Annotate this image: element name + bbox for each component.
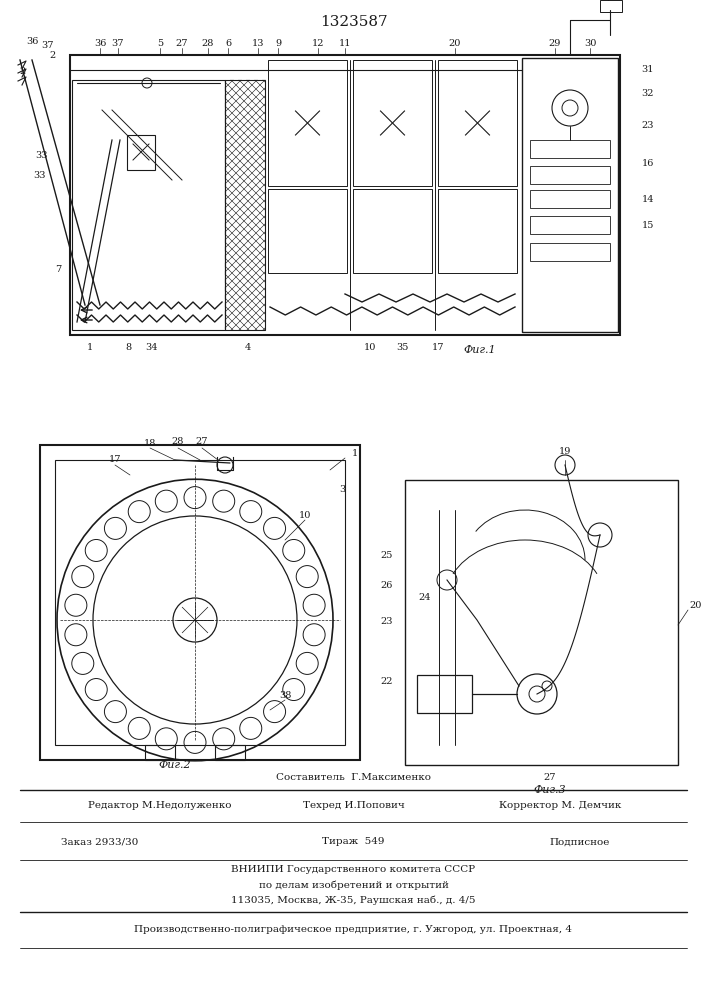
Text: Тираж  549: Тираж 549	[322, 838, 385, 846]
Bar	[225, 80, 265, 330]
Text: 2: 2	[19, 68, 25, 77]
Text: 38: 38	[279, 690, 291, 700]
Text: ВНИИПИ Государственного комитета СССР: ВНИИПИ Государственного комитета СССР	[231, 865, 476, 874]
Text: 18: 18	[144, 438, 156, 448]
Text: 29: 29	[549, 39, 561, 48]
Text: Фиг.3: Фиг.3	[534, 785, 566, 795]
Text: 1: 1	[87, 344, 93, 353]
Text: 15: 15	[642, 221, 654, 230]
Bar	[127, 135, 155, 170]
Text: 22: 22	[381, 678, 393, 686]
Bar	[530, 216, 610, 234]
Text: 33: 33	[34, 170, 46, 180]
Text: Фиг.2: Фиг.2	[158, 760, 192, 770]
Text: 23: 23	[381, 617, 393, 626]
Text: 5: 5	[157, 39, 163, 48]
Text: 24: 24	[419, 593, 431, 602]
Bar	[600, 0, 622, 12]
Text: 36: 36	[26, 37, 38, 46]
Text: 20: 20	[690, 600, 702, 609]
Bar	[530, 190, 610, 208]
Text: Корректор М. Демчик: Корректор М. Демчик	[499, 802, 621, 810]
Bar	[522, 58, 618, 332]
Text: 17: 17	[432, 344, 444, 353]
Text: 1: 1	[352, 448, 358, 458]
Text: 4: 4	[245, 344, 251, 353]
Text: 23: 23	[642, 120, 654, 129]
Bar	[145, 745, 175, 760]
Bar	[417, 675, 472, 713]
Text: 37: 37	[42, 40, 54, 49]
Text: 10: 10	[364, 344, 376, 353]
Text: 27: 27	[544, 772, 556, 782]
Text: 27: 27	[196, 436, 209, 446]
Text: 1323587: 1323587	[320, 15, 387, 29]
Text: 6: 6	[225, 39, 231, 48]
Text: Редактор М.Недолуженко: Редактор М.Недолуженко	[88, 802, 232, 810]
Text: 8: 8	[125, 344, 131, 353]
Bar	[353, 60, 432, 186]
Bar	[530, 243, 610, 261]
Text: 36: 36	[94, 39, 106, 48]
Bar	[55, 460, 345, 745]
Bar	[353, 189, 432, 273]
Text: 3: 3	[339, 486, 345, 494]
Text: по делам изобретений и открытий: по делам изобретений и открытий	[259, 880, 448, 890]
Text: 2: 2	[49, 50, 55, 60]
Text: Подписное: Подписное	[550, 838, 610, 846]
Text: Составитель  Г.Максименко: Составитель Г.Максименко	[276, 774, 431, 782]
Text: 25: 25	[381, 550, 393, 560]
Text: 32: 32	[642, 89, 654, 98]
Text: 14: 14	[642, 196, 654, 205]
Text: Производственно-полиграфическое предприятие, г. Ужгород, ул. Проектная, 4: Производственно-полиграфическое предприя…	[134, 926, 573, 934]
Text: Заказ 2933/30: Заказ 2933/30	[62, 838, 139, 846]
Text: 17: 17	[109, 456, 121, 464]
Text: 9: 9	[275, 39, 281, 48]
Bar	[268, 60, 347, 186]
Text: 19: 19	[559, 448, 571, 456]
Text: 20: 20	[449, 39, 461, 48]
Text: 33: 33	[36, 150, 48, 159]
Text: 13: 13	[252, 39, 264, 48]
Text: 34: 34	[146, 344, 158, 353]
Bar	[40, 445, 360, 760]
Bar	[438, 60, 517, 186]
Bar	[70, 55, 620, 335]
Text: 37: 37	[112, 39, 124, 48]
Bar	[268, 189, 347, 273]
Bar	[530, 166, 610, 184]
Bar	[215, 745, 245, 760]
Text: 31: 31	[642, 66, 654, 75]
Text: 7: 7	[55, 265, 61, 274]
Bar	[438, 189, 517, 273]
Text: 113035, Москва, Ж-35, Раушская наб., д. 4/5: 113035, Москва, Ж-35, Раушская наб., д. …	[231, 895, 476, 905]
Text: 30: 30	[584, 39, 596, 48]
Text: Фиг.1: Фиг.1	[464, 345, 496, 355]
Text: 26: 26	[381, 580, 393, 589]
Text: 28: 28	[201, 39, 214, 48]
Bar	[405, 480, 678, 765]
Bar	[72, 80, 225, 330]
Bar	[530, 140, 610, 158]
Text: 16: 16	[642, 158, 654, 167]
Text: 11: 11	[339, 39, 351, 48]
Text: Техред И.Попович: Техред И.Попович	[303, 802, 404, 810]
Text: 27: 27	[176, 39, 188, 48]
Text: 35: 35	[396, 344, 408, 353]
Text: 10: 10	[299, 510, 311, 520]
Text: 28: 28	[172, 436, 185, 446]
Text: 12: 12	[312, 39, 325, 48]
